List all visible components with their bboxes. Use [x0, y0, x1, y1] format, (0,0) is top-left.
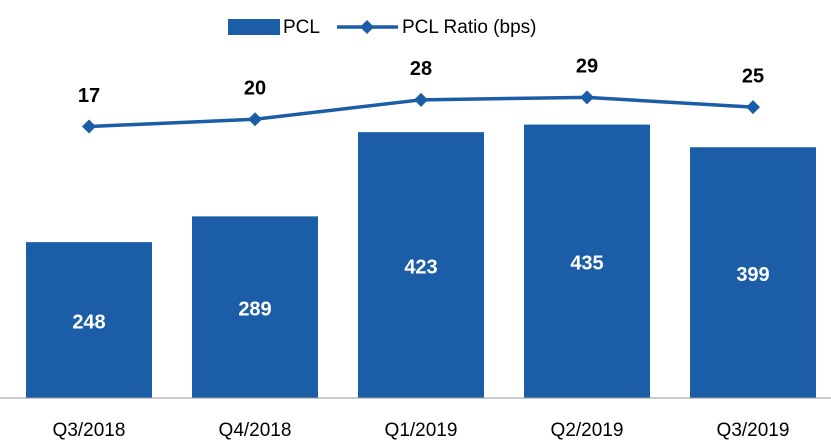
x-tick-label: Q3/2018 — [53, 420, 126, 441]
line-value-label: 17 — [78, 85, 100, 107]
bar — [192, 216, 318, 398]
line-value-label: 25 — [742, 65, 764, 87]
line-value-label: 20 — [244, 77, 266, 99]
bar — [358, 132, 484, 399]
legend-label: PCL — [283, 17, 320, 38]
legend-swatch — [228, 19, 280, 35]
x-tick-label: Q3/2019 — [717, 420, 790, 441]
line-value-label: 28 — [410, 58, 432, 80]
legend-label: PCL Ratio (bps) — [402, 17, 536, 38]
bar — [524, 124, 650, 398]
bar-value-label: 399 — [736, 264, 769, 286]
legend-marker — [360, 20, 374, 34]
bar-value-label: 289 — [238, 298, 271, 320]
ratio-marker — [248, 112, 262, 127]
ratio-marker — [746, 100, 760, 115]
bar-value-label: 435 — [570, 253, 603, 275]
x-tick-label: Q2/2019 — [551, 420, 624, 441]
x-tick-label: Q4/2018 — [219, 420, 292, 441]
line-value-label: 29 — [576, 56, 598, 78]
ratio-marker — [414, 92, 428, 107]
bar — [690, 147, 816, 398]
ratio-marker — [82, 119, 96, 134]
ratio-marker — [580, 90, 594, 105]
bar-value-label: 423 — [404, 256, 437, 278]
x-tick-label: Q1/2019 — [385, 420, 458, 441]
bar-value-label: 248 — [72, 311, 105, 333]
bar — [26, 242, 152, 398]
